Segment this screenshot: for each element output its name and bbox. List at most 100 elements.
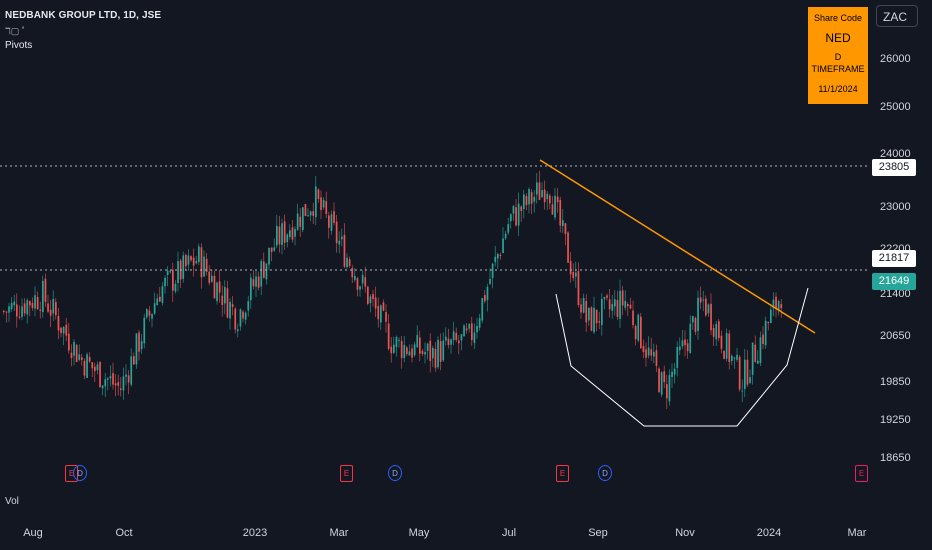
time-tick: 2024: [756, 527, 782, 539]
candle-body: [205, 258, 208, 272]
earnings-event-icon[interactable]: E: [340, 465, 353, 482]
candle-body: [296, 213, 299, 230]
descending-trendline[interactable]: [539, 159, 816, 334]
dividend-event-icon[interactable]: D: [388, 465, 402, 481]
candle-body: [507, 223, 510, 233]
price-tick: 25000: [880, 101, 911, 113]
candle-body: [567, 232, 569, 263]
time-tick: Aug: [23, 527, 43, 539]
dividend-event-icon[interactable]: D: [73, 465, 87, 481]
candle-body: [562, 220, 564, 227]
candle-body: [468, 324, 471, 329]
candle-body: [68, 333, 70, 351]
candle-body: [595, 309, 598, 324]
candle-body: [510, 214, 512, 222]
candle-body: [99, 362, 101, 388]
candle-body: [250, 277, 252, 301]
candle-body: [673, 368, 676, 375]
time-tick: Nov: [675, 527, 695, 539]
upcoming-earnings-icon[interactable]: E: [855, 465, 868, 482]
candle-body: [655, 350, 658, 367]
candle-body: [153, 303, 156, 314]
pivots-indicator-label[interactable]: Pivots: [5, 40, 33, 51]
candle-body: [29, 301, 31, 306]
candle-body: [577, 271, 580, 305]
candle-body: [486, 286, 489, 300]
candle-body: [70, 352, 73, 359]
candle-body: [294, 229, 296, 237]
candle-body: [8, 306, 10, 313]
share-code: NED: [825, 31, 851, 45]
candle-body: [195, 261, 198, 264]
volume-indicator-label[interactable]: Vol: [5, 496, 19, 507]
candle-body: [741, 390, 744, 392]
candle-body: [637, 314, 640, 341]
candle-body: [556, 196, 559, 203]
candle-body: [252, 279, 255, 287]
candle-body: [738, 356, 741, 390]
candle-body: [736, 354, 738, 360]
candle-body: [192, 257, 195, 266]
candle-body: [83, 360, 86, 376]
candle-body: [642, 345, 645, 353]
candle-body: [348, 259, 351, 266]
candle-body: [619, 290, 621, 319]
candle-body: [5, 311, 8, 313]
candle-body: [231, 304, 234, 307]
candle-body: [775, 296, 777, 310]
currency-selector[interactable]: ZAC: [876, 5, 918, 27]
dividend-event-icon[interactable]: D: [598, 465, 612, 481]
candle-body: [715, 323, 718, 340]
candle-body: [354, 275, 356, 280]
candle-body: [421, 350, 424, 354]
candle-body: [94, 366, 96, 372]
candle-body: [13, 301, 16, 306]
indicator-icon[interactable]: ℸ▢ ˚: [5, 26, 25, 36]
date-label: 11/1/2024: [818, 84, 858, 94]
candle-body: [96, 364, 99, 371]
candle-body: [551, 204, 554, 215]
time-tick: Mar: [329, 527, 349, 539]
candle-body: [614, 299, 616, 307]
candle-body: [720, 335, 723, 349]
candle-body: [338, 240, 341, 245]
candle-body: [645, 349, 647, 358]
candle-body: [377, 306, 380, 320]
candle-body: [564, 223, 567, 235]
time-tick: Jul: [501, 527, 517, 539]
candle-body: [499, 254, 502, 256]
candle-body: [143, 317, 146, 344]
candle-body: [497, 253, 499, 259]
candle-body: [580, 304, 582, 313]
candle-body: [140, 341, 143, 350]
candle-body: [463, 325, 465, 337]
candle-body: [762, 334, 764, 345]
candle-body: [606, 295, 608, 298]
candle-body: [198, 246, 200, 263]
candle-body: [221, 295, 224, 305]
candle-body: [694, 317, 697, 332]
candle-body: [731, 355, 733, 361]
candle-body: [60, 327, 62, 334]
candle-body: [460, 334, 463, 341]
candle-body: [200, 247, 203, 278]
candle-body: [120, 388, 122, 390]
price-tick: 20650: [880, 330, 911, 342]
candle-body: [283, 221, 286, 243]
candle-body: [356, 278, 359, 290]
candle-body: [218, 281, 221, 293]
candle-body: [390, 346, 393, 354]
candle-body: [286, 234, 289, 243]
candle-body: [398, 339, 400, 341]
candle-body: [91, 362, 94, 369]
candle-body: [426, 343, 429, 351]
candle-body: [538, 182, 541, 200]
candle-body: [52, 299, 55, 314]
candle-body: [751, 342, 754, 375]
earnings-event-icon[interactable]: E: [556, 465, 569, 482]
candle-body: [671, 371, 673, 378]
candle-body: [549, 195, 551, 204]
cup-pattern-drawing[interactable]: [555, 287, 809, 427]
last-price-label: 21649: [872, 273, 916, 290]
